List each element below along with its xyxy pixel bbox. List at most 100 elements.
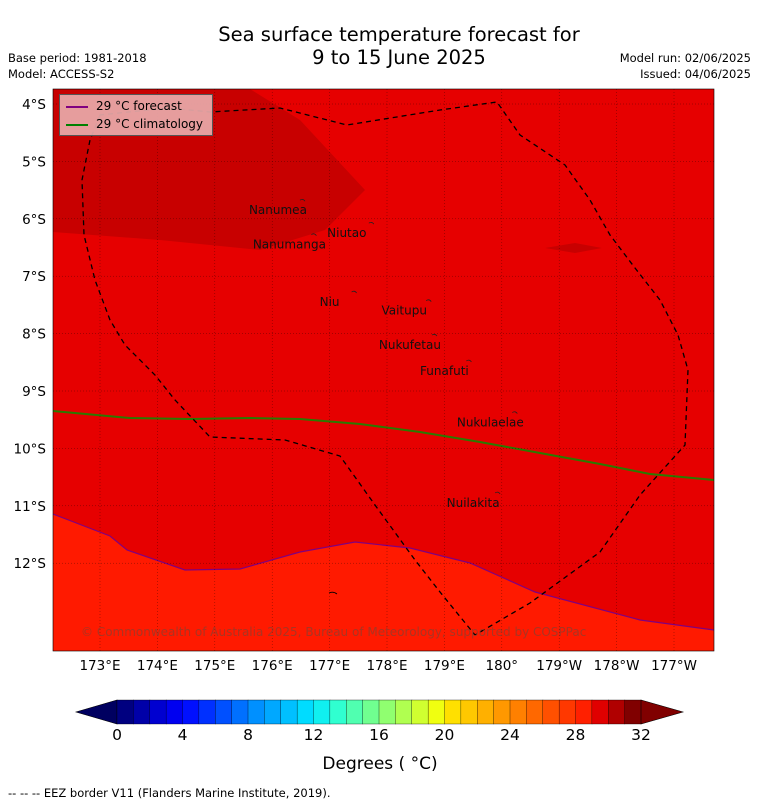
colorbar-tick-label: 0 — [112, 726, 122, 744]
climatology-29c-contour — [53, 410, 714, 481]
colorbar-swatch — [329, 699, 347, 725]
x-tick-label: 178°E — [366, 658, 407, 674]
colorbar-swatch — [624, 699, 642, 725]
model-text: Model: ACCESS-S2 — [8, 67, 115, 81]
island-shape — [351, 290, 357, 294]
forecast-29c-contour — [53, 513, 714, 631]
colorbar-swatch — [165, 699, 183, 725]
colorbar-swatch — [558, 699, 576, 725]
eez-footer-note: -- -- -- EEZ border V11 (Flanders Marine… — [8, 786, 331, 800]
colorbar-swatch — [280, 699, 298, 725]
x-tick-label: 177°E — [309, 658, 350, 674]
eez-border — [81, 101, 689, 636]
colorbar-swatch — [198, 699, 216, 725]
colorbar-swatch — [526, 699, 544, 725]
colorbar-swatch — [493, 699, 511, 725]
issued-text: Issued: 04/06/2025 — [640, 67, 751, 81]
colorbar-swatch — [313, 699, 331, 725]
colorbar-swatch — [509, 699, 527, 725]
colorbar-swatch — [264, 699, 282, 725]
island-shape — [299, 198, 306, 202]
colorbar-swatch — [116, 699, 134, 725]
base-period-text: Base period: 1981-2018 — [8, 51, 147, 65]
island-shape — [425, 299, 432, 302]
colorbar-swatch — [182, 699, 200, 725]
colorbar-tick-label: 16 — [369, 726, 389, 744]
colorbar-max-arrow — [640, 699, 685, 725]
x-tick-label: 176°E — [252, 658, 293, 674]
y-tick-label: 9°S — [22, 384, 46, 400]
y-tick-label: 11°S — [14, 499, 47, 515]
colorbar-tick-label: 12 — [304, 726, 324, 744]
place-label: Nukufetau — [379, 338, 441, 352]
colorbar — [74, 699, 685, 725]
x-tick-label: 174°E — [137, 658, 178, 674]
colorbar-tick-label: 32 — [631, 726, 651, 744]
y-tick-label: 4°S — [22, 97, 46, 113]
sst-warm-patch — [545, 243, 602, 253]
colorbar-swatch — [231, 699, 249, 725]
y-tick-label: 7°S — [22, 269, 46, 285]
map-legend: 29 °C forecast 29 °C climatology — [59, 94, 213, 136]
x-tick-label: 177°W — [651, 658, 697, 674]
y-tick-label: 6°S — [22, 212, 46, 228]
colorbar-tick-label: 8 — [243, 726, 253, 744]
colorbar-swatch — [247, 699, 265, 725]
colorbar-swatch — [215, 699, 233, 725]
legend-forecast-row: 29 °C forecast — [66, 98, 182, 114]
colorbar-swatch — [591, 699, 609, 725]
colorbar-swatch — [427, 699, 445, 725]
colorbar-min-arrow — [74, 699, 118, 725]
x-tick-label: 175°E — [194, 658, 235, 674]
colorbar-swatch — [542, 699, 560, 725]
island-shape — [311, 233, 317, 236]
model-run-text: Model run: 02/06/2025 — [619, 51, 751, 65]
colorbar-swatch — [477, 699, 495, 725]
title-line-1: Sea surface temperature forecast for — [218, 23, 580, 46]
map-frame — [52, 88, 715, 652]
place-label: Nukulaelae — [457, 416, 524, 430]
colorbar-swatch — [362, 699, 380, 725]
colorbar-swatch — [411, 699, 429, 725]
colorbar-tick-label: 24 — [500, 726, 520, 744]
legend-forecast-label: 29 °C forecast — [96, 99, 182, 113]
legend-climatology-line — [66, 123, 88, 126]
island-small — [328, 591, 338, 595]
y-tick-label: 10°S — [14, 441, 47, 457]
sst-field-27c — [53, 514, 714, 651]
island-shape — [431, 333, 438, 337]
island-shape — [466, 359, 472, 363]
place-label: Nanumea — [249, 203, 307, 217]
copyright-text: © Commonwealth of Australia 2025, Bureau… — [81, 625, 586, 639]
legend-climatology-row: 29 °C climatology — [66, 116, 203, 132]
y-tick-label: 12°S — [14, 556, 47, 572]
place-label: Nuilakita — [447, 496, 500, 510]
colorbar-swatch — [444, 699, 462, 725]
legend-forecast-line — [66, 105, 88, 108]
colorbar-swatch — [133, 699, 151, 725]
colorbar-swatch — [395, 699, 413, 725]
colorbar-tick-label: 4 — [178, 726, 188, 744]
x-tick-label: 179°W — [536, 658, 582, 674]
colorbar-title: Degrees ( °C) — [322, 754, 437, 774]
place-label: Funafuti — [420, 364, 469, 378]
island-shape — [512, 411, 518, 414]
colorbar-tick-label: 20 — [435, 726, 455, 744]
colorbar-swatch — [608, 699, 626, 725]
colorbar-swatch — [575, 699, 593, 725]
colorbar-swatch — [378, 699, 396, 725]
island-shape — [368, 221, 375, 225]
place-label: Nanumanga — [253, 238, 326, 252]
colorbar-swatch — [346, 699, 364, 725]
place-label: Niutao — [327, 226, 366, 240]
title-line-2: 9 to 15 June 2025 — [312, 46, 486, 69]
x-tick-label: 178°W — [594, 658, 640, 674]
colorbar-swatch — [460, 699, 478, 725]
x-tick-label: 180° — [486, 658, 519, 674]
colorbar-swatch — [296, 699, 314, 725]
legend-climatology-label: 29 °C climatology — [96, 117, 204, 131]
island-shape — [494, 491, 501, 495]
y-tick-label: 8°S — [22, 327, 46, 343]
place-label: Vaitupu — [381, 304, 427, 318]
place-label: Niu — [320, 295, 340, 309]
